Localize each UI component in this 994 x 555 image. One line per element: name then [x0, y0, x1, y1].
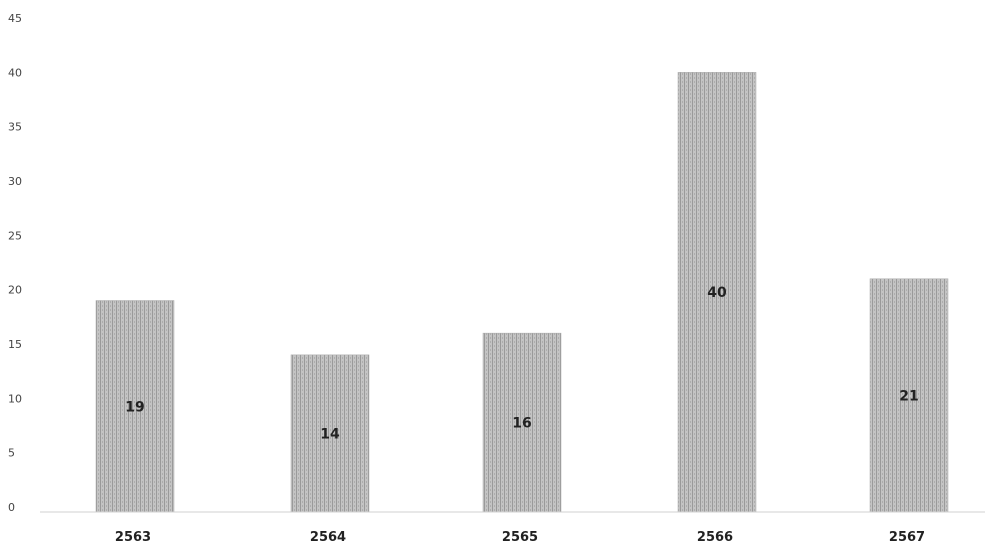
y-tick-label: 25	[8, 229, 22, 242]
bar	[290, 354, 370, 513]
y-tick-label: 0	[8, 501, 15, 514]
data-label: 14	[320, 426, 340, 442]
y-tick-label: 5	[8, 447, 15, 460]
y-axis: 0 5 10 15 20 25 30 35 40 45	[8, 12, 22, 514]
data-label: 16	[512, 416, 531, 432]
data-labels-group: 19 14 16 40 21	[125, 285, 918, 442]
bar	[95, 300, 175, 513]
y-tick-label: 45	[8, 12, 22, 25]
x-tick-label: 2563	[115, 530, 151, 545]
x-tick-label: 2564	[310, 530, 346, 545]
y-tick-label: 30	[8, 175, 22, 188]
y-tick-label: 40	[8, 66, 22, 79]
data-label: 40	[707, 285, 727, 301]
y-tick-label: 35	[8, 121, 22, 134]
y-tick-label: 20	[8, 284, 22, 297]
x-tick-label: 2567	[889, 530, 925, 545]
y-tick-label: 15	[8, 338, 22, 351]
bar	[482, 332, 562, 513]
bars-group	[95, 72, 949, 513]
y-tick-label: 10	[8, 392, 22, 405]
data-label: 19	[125, 399, 144, 415]
x-tick-label: 2565	[502, 530, 538, 545]
x-axis: 2563 2564 2565 2566 2567	[40, 511, 985, 545]
bar	[869, 278, 949, 513]
x-tick-label: 2566	[697, 530, 733, 545]
data-label: 21	[899, 388, 918, 404]
bar	[677, 72, 757, 513]
